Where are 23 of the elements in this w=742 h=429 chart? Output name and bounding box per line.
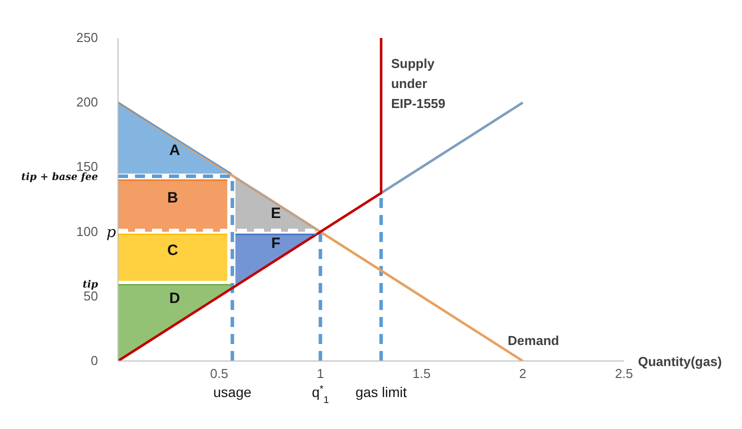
y-tick-label: 100: [76, 224, 98, 239]
x-tick-label: 2.5: [614, 366, 634, 382]
series-label: Demand: [508, 333, 560, 348]
x-axis-title: Quantity(gas): [638, 354, 722, 369]
x-tick-label: 2: [519, 366, 526, 382]
y-tick-label: tip: [82, 279, 98, 290]
y-tick-label: 0: [90, 353, 98, 368]
series-label: C: [167, 242, 178, 259]
series-label: Supply under EIP-1559: [391, 56, 446, 111]
series-label: F: [271, 234, 280, 252]
series-label: B: [167, 189, 178, 206]
annotation: gas limit: [355, 384, 407, 400]
series-label: E: [270, 204, 281, 222]
y-tick-label: tip + base fee: [21, 172, 98, 184]
x-tick-label: 1: [316, 366, 324, 382]
y-tick-label: 250: [76, 30, 98, 45]
x-tick-label: 1.5: [412, 366, 431, 382]
annotation: p: [106, 222, 116, 241]
annotation: usage: [213, 384, 252, 400]
series-label: D: [169, 290, 180, 308]
series-label: A: [169, 142, 180, 159]
y-tick-label: 200: [76, 94, 98, 110]
x-tick-label: 0.5: [210, 366, 228, 382]
